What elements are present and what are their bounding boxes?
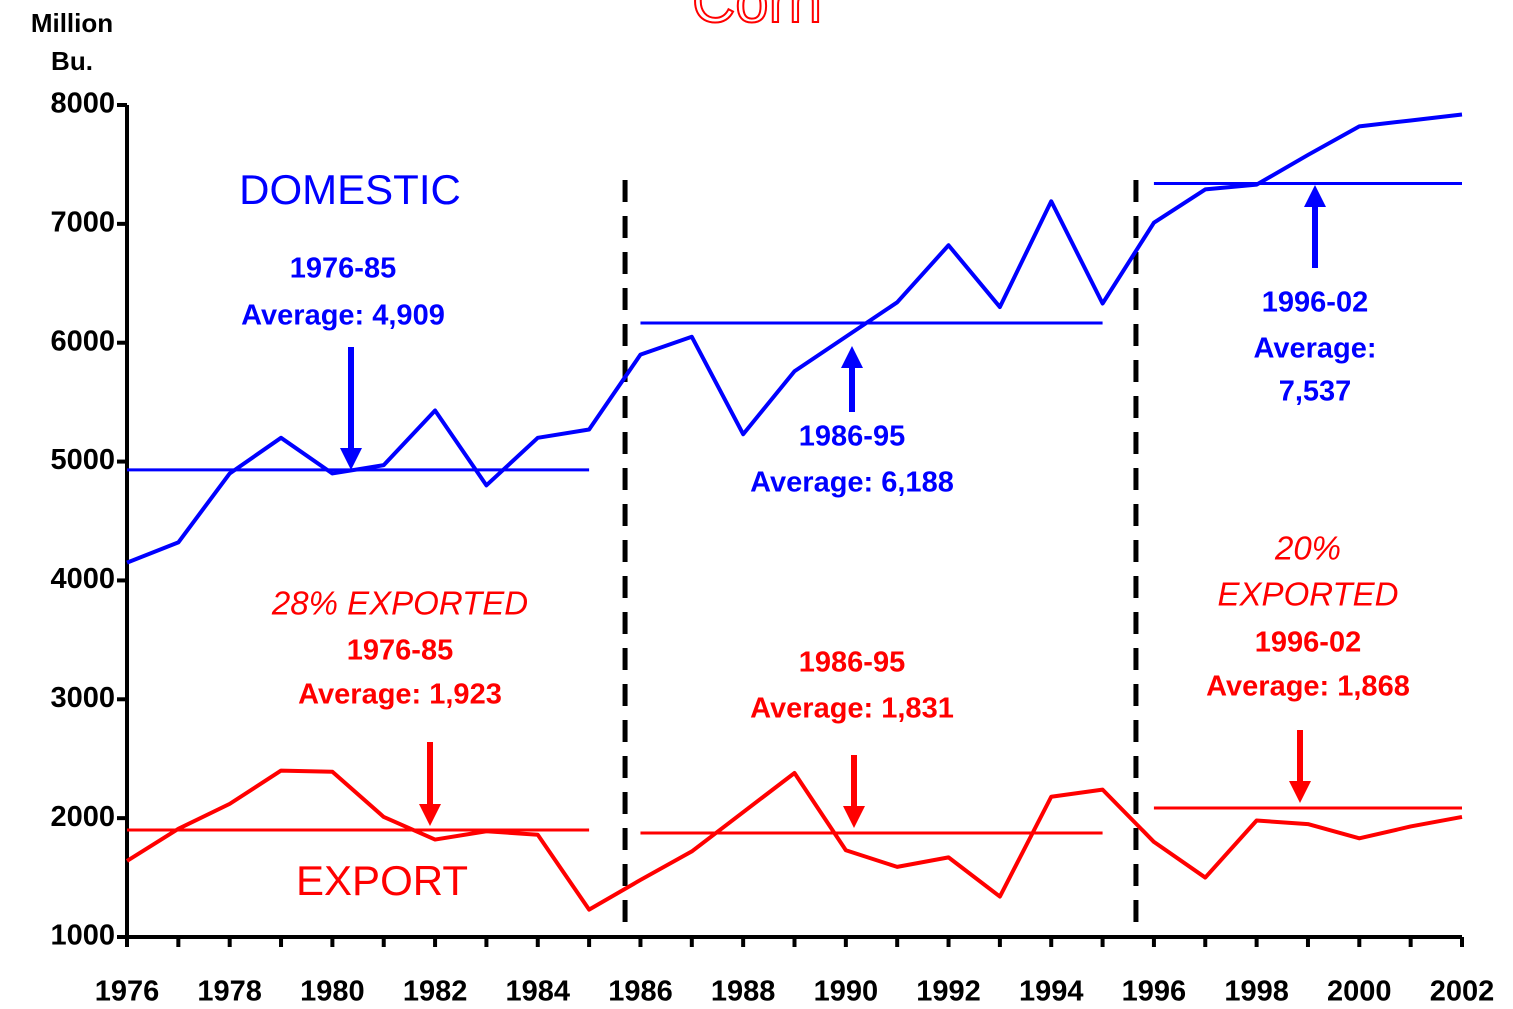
annotation: Average: 1,831 xyxy=(750,693,954,725)
x-tick-label: 2002 xyxy=(1430,976,1495,1008)
annotation: 1986-95 xyxy=(799,647,905,679)
annotation: 1986-95 xyxy=(799,421,905,453)
x-tick-label: 1990 xyxy=(814,976,879,1008)
x-tick-label: 1976 xyxy=(95,976,160,1008)
annotation: Average: xyxy=(1253,333,1376,365)
y-tick-label: 7000 xyxy=(50,207,115,239)
annotation: 1996-02 xyxy=(1255,627,1361,659)
annotation: Average: 1,923 xyxy=(298,679,502,711)
y-tick-label: 8000 xyxy=(50,88,115,120)
annotation: 7,537 xyxy=(1279,376,1352,408)
x-tick-label: 1996 xyxy=(1122,976,1187,1008)
x-tick-label: 1984 xyxy=(506,976,571,1008)
arrow-head xyxy=(843,806,865,828)
chart-title: Corn xyxy=(692,0,822,35)
annotation: 20% xyxy=(1274,530,1341,567)
data-line xyxy=(126,112,1463,565)
x-tick-label: 1982 xyxy=(403,976,468,1008)
annotation: Average: 6,188 xyxy=(750,467,954,499)
arrow-head xyxy=(841,346,863,368)
annotation: 1976-85 xyxy=(290,253,396,285)
x-tick-label: 1994 xyxy=(1019,976,1084,1008)
y-tick-label: 2000 xyxy=(50,801,115,833)
y-axis-label: Bu. xyxy=(51,46,93,76)
annotation: EXPORTED xyxy=(1218,576,1399,613)
y-tick-label: 6000 xyxy=(50,325,115,357)
y-tick-label: 1000 xyxy=(50,920,115,952)
series-label: DOMESTIC xyxy=(239,166,461,213)
y-axis-label: Million xyxy=(31,8,113,38)
annotation: 1996-02 xyxy=(1262,287,1368,319)
annotation: 1976-85 xyxy=(347,635,453,667)
annotation: 28% EXPORTED xyxy=(271,585,528,622)
arrow-head xyxy=(340,448,362,470)
arrow-head xyxy=(419,804,441,826)
annotation: Average: 1,868 xyxy=(1206,671,1410,703)
arrow-head xyxy=(1304,185,1326,207)
y-tick-label: 3000 xyxy=(50,682,115,714)
y-tick-label: 4000 xyxy=(50,563,115,595)
series-label: EXPORT xyxy=(296,857,468,904)
x-tick-label: 1978 xyxy=(197,976,262,1008)
annotation: Average: 4,909 xyxy=(241,300,445,332)
x-tick-label: 1992 xyxy=(916,976,981,1008)
x-tick-label: 1980 xyxy=(300,976,365,1008)
x-tick-label: 2000 xyxy=(1327,976,1392,1008)
y-tick-label: 5000 xyxy=(50,444,115,476)
x-tick-label: 1998 xyxy=(1224,976,1289,1008)
data-line xyxy=(125,768,1463,912)
x-tick-label: 1986 xyxy=(608,976,673,1008)
x-tick-label: 1988 xyxy=(711,976,776,1008)
arrow-head xyxy=(1289,781,1311,803)
